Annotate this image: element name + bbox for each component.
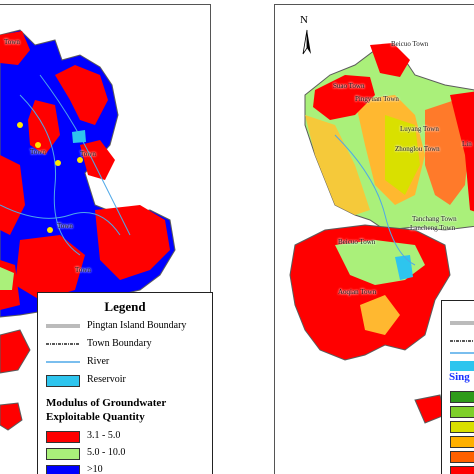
left-red-zone-7 xyxy=(15,235,85,300)
north-label: N xyxy=(300,14,308,26)
left-reservoir xyxy=(72,130,86,143)
left-red-zone-5 xyxy=(0,155,25,235)
class-swatch xyxy=(46,448,80,460)
legend-modulus-title: Modulus of Groundwater Exploitable Quant… xyxy=(46,397,167,423)
class-swatch xyxy=(450,391,474,403)
left-red-zone-6 xyxy=(95,205,170,280)
class-swatch xyxy=(450,451,474,463)
legend: Legend Pingtan Island Boundary Town Boun… xyxy=(37,292,213,474)
class-swatch xyxy=(450,436,474,448)
right-red-zone-3 xyxy=(450,91,474,212)
town-label: Tanchang Town xyxy=(412,215,457,223)
town-marker xyxy=(55,160,61,166)
left-green-patch xyxy=(0,267,14,290)
left-river-3 xyxy=(0,204,121,236)
right-river xyxy=(334,134,416,266)
right-legend: Sing xyxy=(441,300,474,474)
legend-label-river: River xyxy=(87,356,110,367)
legend-label-reservoir: Reservoir xyxy=(87,374,126,385)
town-label: Suao Town xyxy=(333,82,365,90)
legend-class-label: 5.0 - 10.0 xyxy=(87,447,126,458)
town-label: Lancheng Town xyxy=(410,224,456,232)
right-yellow-zone xyxy=(305,115,370,215)
town-marker xyxy=(47,227,53,233)
boundary-line-icon xyxy=(46,324,80,328)
town-label: Aoqian Town xyxy=(338,288,377,296)
right-yellowgreen-zone xyxy=(385,115,420,195)
class-swatch xyxy=(46,465,80,474)
class-swatch xyxy=(450,466,474,474)
class-swatch xyxy=(46,431,80,443)
town-label: Town xyxy=(75,266,91,274)
legend-class-label: 3.1 - 5.0 xyxy=(87,430,121,441)
town-marker xyxy=(77,157,83,163)
right-legend-title: Sing xyxy=(449,371,470,383)
reservoir-swatch xyxy=(46,375,80,387)
legend-class-label: >10 xyxy=(87,464,103,474)
right-red-zone-2 xyxy=(370,43,410,77)
town-label: Town xyxy=(57,222,73,230)
class-swatch xyxy=(450,421,474,433)
legend-label-boundary: Pingtan Island Boundary xyxy=(87,320,187,331)
left-map-panel xyxy=(0,4,211,474)
town-label: Beicuo Town xyxy=(338,238,376,246)
left-red-zone-2 xyxy=(55,65,108,125)
town-label: Luyang Town xyxy=(400,125,439,133)
left-red-zone-4 xyxy=(80,140,115,180)
left-river-2 xyxy=(39,74,131,236)
right-south-orange xyxy=(360,295,400,335)
town-label: Beicuo Town xyxy=(391,40,429,48)
right-map-panel xyxy=(274,4,474,474)
left-island-islet xyxy=(0,402,23,431)
left-red-zone-1 xyxy=(0,31,30,65)
town-label: Zhonglou Town xyxy=(395,145,440,153)
left-island-south xyxy=(0,329,31,374)
town-label: Town xyxy=(4,38,20,46)
left-river-1 xyxy=(19,94,81,256)
town-label: Lin xyxy=(462,140,472,148)
legend-label-town-boundary: Town Boundary xyxy=(87,338,152,349)
left-map-svg xyxy=(0,29,176,431)
town-marker xyxy=(35,142,41,148)
right-red-zone-1 xyxy=(313,75,375,120)
right-map-svg xyxy=(289,43,474,424)
right-legend-lines xyxy=(450,321,474,371)
town-label: Pingyuan Town xyxy=(355,95,399,103)
class-swatch xyxy=(450,406,474,418)
legend-title: Legend xyxy=(104,299,146,314)
river-line-icon xyxy=(46,361,80,363)
town-marker xyxy=(17,122,23,128)
town-label: Town xyxy=(30,148,46,156)
north-arrow-icon xyxy=(302,29,311,55)
town-label: Town xyxy=(80,150,96,158)
town-boundary-line-icon xyxy=(46,343,80,345)
